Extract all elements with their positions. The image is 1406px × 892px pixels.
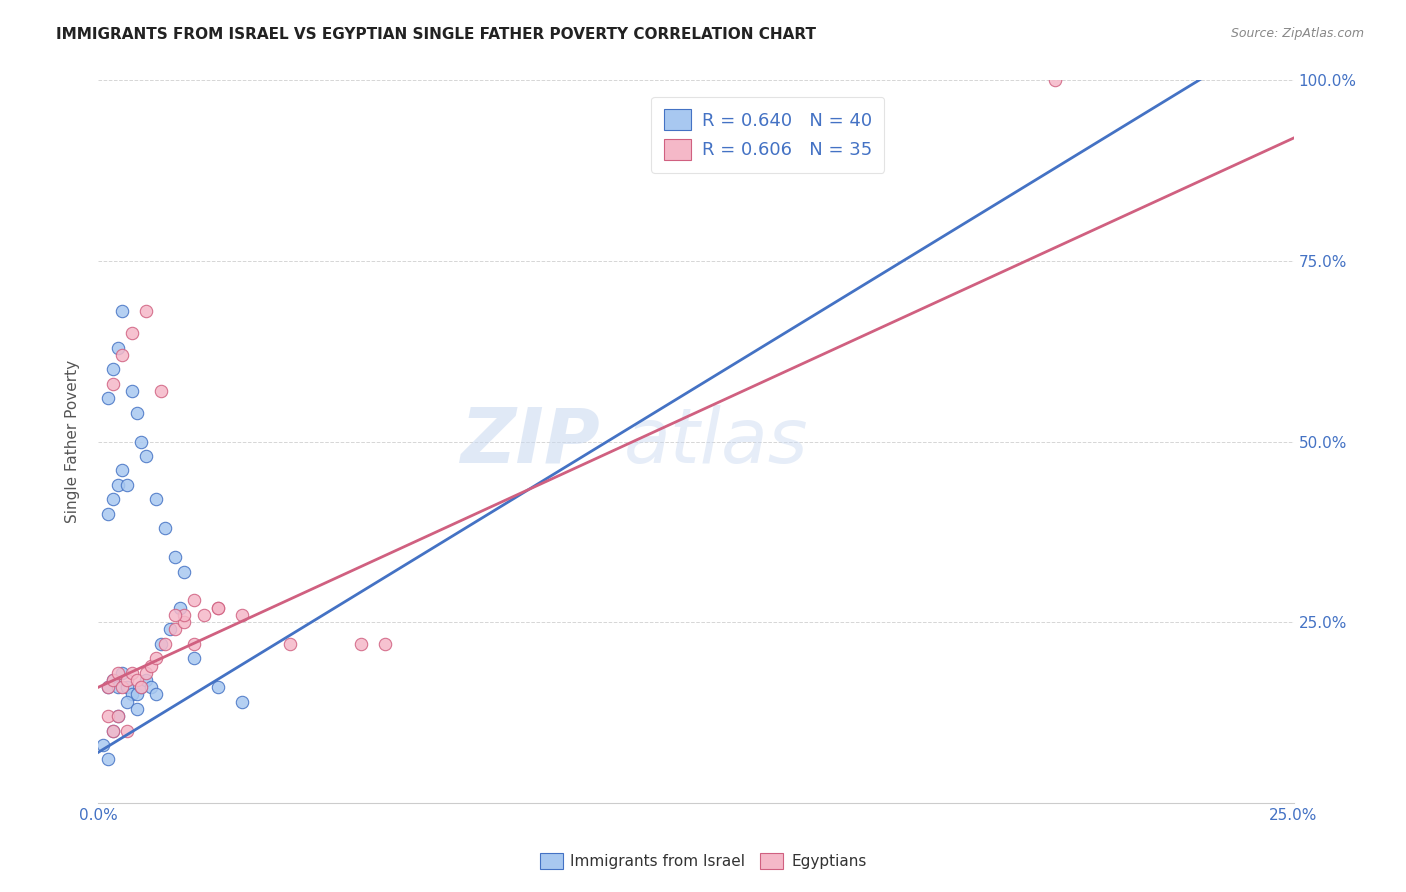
Point [115, 695, 138, 709]
Point [193, 607, 215, 622]
Point [107, 665, 129, 680]
Text: IMMIGRANTS FROM ISRAEL VS EGYPTIAN SINGLE FATHER POVERTY CORRELATION CHART: IMMIGRANTS FROM ISRAEL VS EGYPTIAN SINGL… [56, 27, 817, 42]
Point [155, 521, 177, 535]
Point [97, 752, 120, 766]
Point [135, 449, 157, 463]
Point [139, 680, 162, 694]
Point [107, 709, 129, 723]
Point [125, 702, 148, 716]
Point [135, 665, 157, 680]
Point [111, 665, 134, 680]
Point [350, 637, 373, 651]
Point [163, 550, 186, 565]
Point [121, 665, 143, 680]
Point [101, 376, 124, 391]
Point [101, 673, 124, 687]
Text: ZIP: ZIP [461, 405, 600, 478]
Point [107, 478, 129, 492]
Point [97, 680, 120, 694]
Point [135, 304, 157, 318]
Point [183, 651, 205, 665]
Point [155, 637, 177, 651]
Point [131, 680, 153, 694]
Point [163, 607, 186, 622]
Point [207, 600, 229, 615]
Text: Source: ZipAtlas.com: Source: ZipAtlas.com [1230, 27, 1364, 40]
Point [97, 709, 120, 723]
Point [145, 687, 167, 701]
Point [278, 637, 301, 651]
Point [131, 434, 153, 449]
Point [159, 623, 181, 637]
Point [173, 565, 195, 579]
Point [111, 348, 134, 362]
Point [121, 384, 143, 398]
Point [115, 478, 138, 492]
Point [131, 680, 153, 694]
Point [145, 651, 167, 665]
Point [101, 362, 124, 376]
Point [107, 680, 129, 694]
Point [111, 463, 134, 477]
Point [115, 723, 138, 738]
Point [111, 680, 134, 694]
Point [97, 680, 120, 694]
Text: atlas: atlas [624, 405, 808, 478]
Point [135, 673, 157, 687]
Point [121, 326, 143, 340]
Point [163, 623, 186, 637]
Point [101, 723, 124, 738]
Y-axis label: Single Father Poverty: Single Father Poverty [65, 360, 80, 523]
Legend: R = 0.640   N = 40, R = 0.606   N = 35: R = 0.640 N = 40, R = 0.606 N = 35 [651, 96, 884, 172]
Point [374, 637, 396, 651]
Point [149, 384, 172, 398]
Point [169, 600, 191, 615]
Point [183, 637, 205, 651]
Point [149, 637, 172, 651]
Point [125, 673, 148, 687]
Point [183, 593, 205, 607]
Point [101, 673, 124, 687]
Point [121, 687, 143, 701]
Point [207, 680, 229, 694]
Point [115, 673, 138, 687]
Point [173, 615, 195, 630]
Point [231, 695, 253, 709]
Point [231, 607, 253, 622]
Point [97, 507, 120, 521]
Point [139, 658, 162, 673]
Point [173, 607, 195, 622]
Point [91, 738, 114, 752]
Point [1043, 73, 1066, 87]
Point [97, 391, 120, 405]
Point [125, 406, 148, 420]
Point [107, 709, 129, 723]
Point [111, 304, 134, 318]
Point [107, 341, 129, 355]
Point [207, 600, 229, 615]
Point [145, 492, 167, 507]
Point [101, 492, 124, 507]
Legend: Immigrants from Israel, Egyptians: Immigrants from Israel, Egyptians [533, 847, 873, 875]
Point [125, 687, 148, 701]
Point [115, 680, 138, 694]
Point [101, 723, 124, 738]
